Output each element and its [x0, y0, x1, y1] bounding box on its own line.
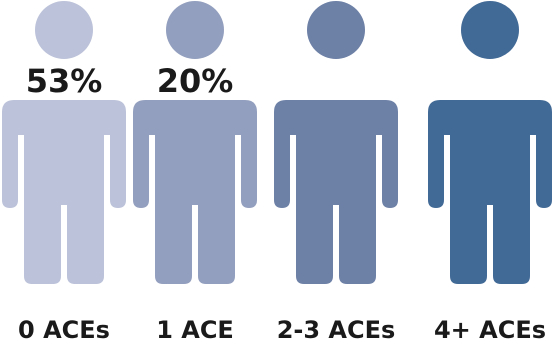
category-label-2-3-aces: 2-3 ACEs: [277, 316, 396, 344]
value-label-4-plus-aces: 14%: [452, 62, 529, 100]
figure-4-plus-aces: 14% 4+ ACEs: [428, 1, 552, 344]
person-head-0-aces: [35, 1, 93, 59]
person-head-1-ace: [166, 1, 224, 59]
person-head-2-3-aces: [307, 1, 365, 59]
figure-2-3-aces: 13% 2-3 ACEs: [274, 1, 398, 344]
value-label-1-ace: 20%: [157, 62, 234, 100]
person-body-1-ace: [133, 100, 257, 284]
value-label-0-aces: 53%: [26, 62, 103, 100]
category-label-1-ace: 1 ACE: [156, 316, 234, 344]
value-label-2-3-aces: 13%: [298, 62, 375, 100]
figure-0-aces: 53% 0 ACEs: [2, 1, 126, 344]
figure-1-ace: 20% 1 ACE: [133, 1, 257, 344]
person-body-2-3-aces: [274, 100, 398, 284]
person-head-4-plus-aces: [461, 1, 519, 59]
person-body-0-aces: [2, 100, 126, 284]
person-body-4-plus-aces: [428, 100, 552, 284]
category-label-4-plus-aces: 4+ ACEs: [434, 316, 546, 344]
category-label-0-aces: 0 ACEs: [18, 316, 110, 344]
